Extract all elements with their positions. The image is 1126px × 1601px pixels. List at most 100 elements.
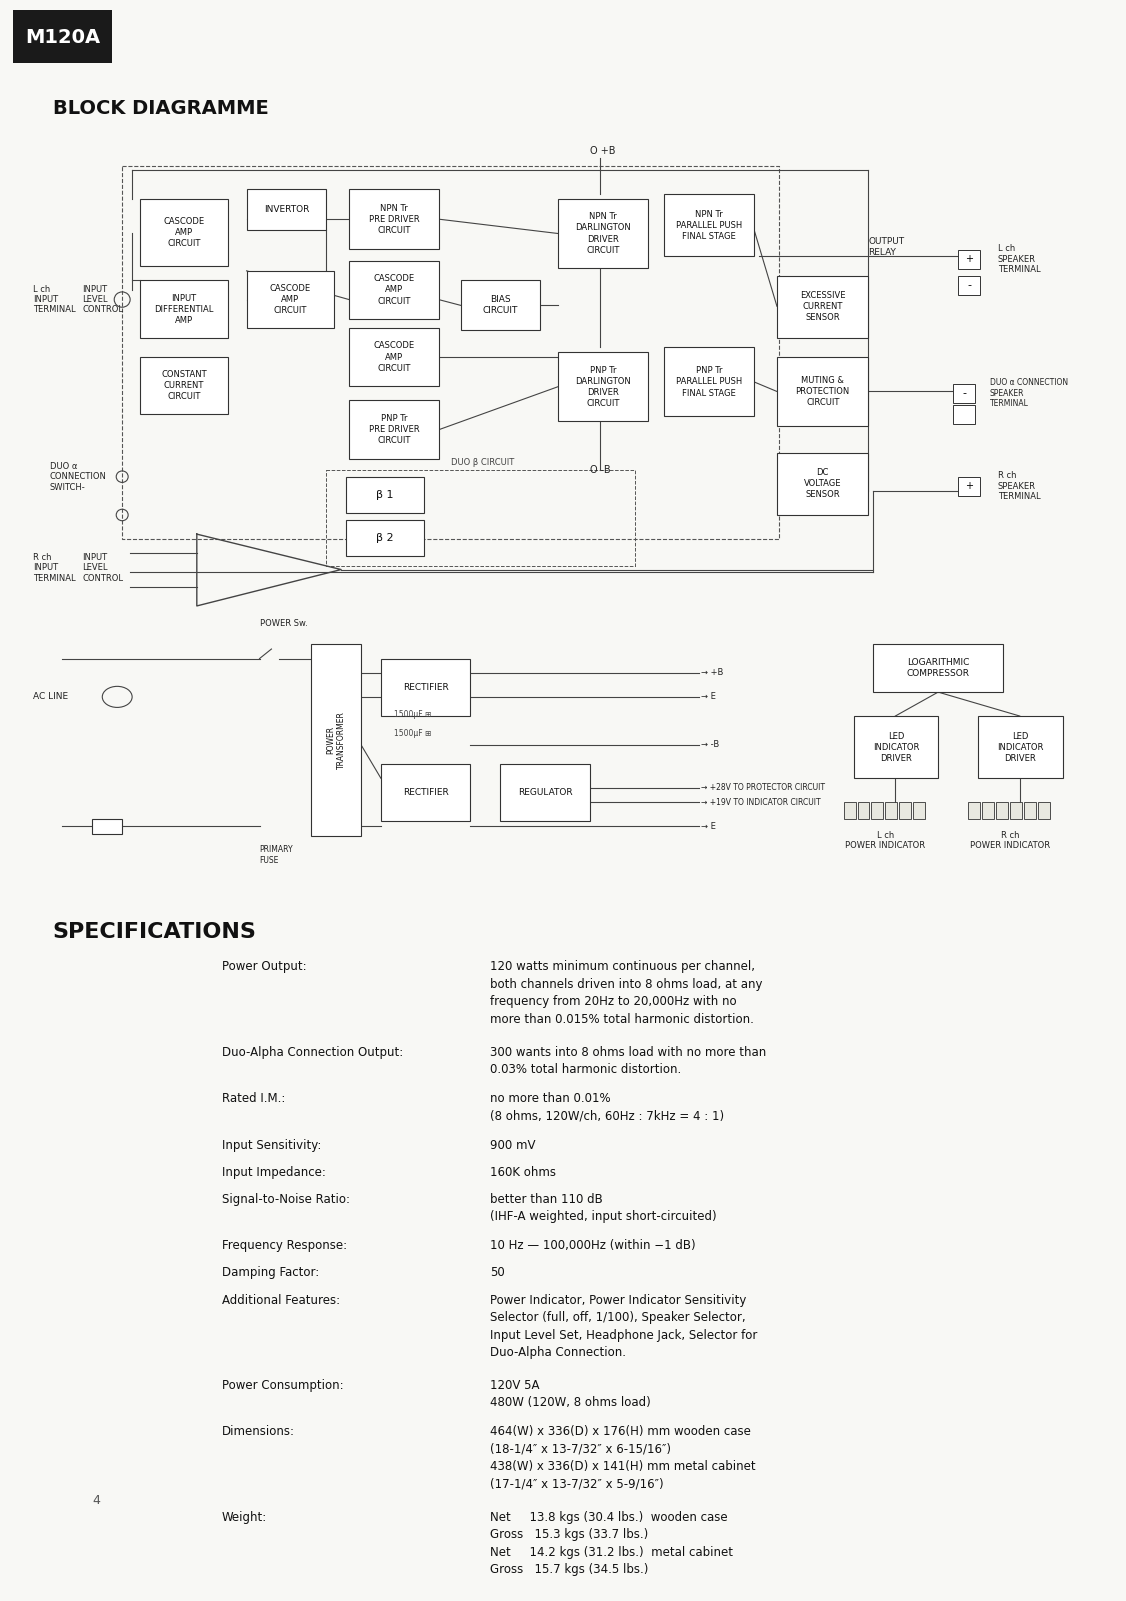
Text: Input Sensitivity:: Input Sensitivity: [222,1138,321,1151]
Text: R ch
POWER INDICATOR: R ch POWER INDICATOR [969,831,1049,850]
Text: MUTING &
PROTECTION
CIRCUIT: MUTING & PROTECTION CIRCUIT [796,376,850,407]
Bar [92,820,123,834]
Bar [12,11,113,62]
Text: POWER Sw.: POWER Sw. [259,620,307,628]
Text: R ch
INPUT
TERMINAL: R ch INPUT TERMINAL [33,552,75,583]
Bar [777,453,868,516]
Text: R ch
SPEAKER
TERMINAL: R ch SPEAKER TERMINAL [998,471,1040,501]
Text: Duo-Alpha Connection Output:: Duo-Alpha Connection Output: [222,1045,403,1058]
Text: no more than 0.01%
(8 ohms, 120W/ch, 60Hz : 7kHz = 4 : 1): no more than 0.01% (8 ohms, 120W/ch, 60H… [490,1092,724,1122]
Bar [349,328,439,386]
Text: O -B: O -B [590,464,610,475]
Text: INPUT
LEVEL
CONTROL: INPUT LEVEL CONTROL [82,552,124,583]
Bar [1038,802,1049,820]
Bar [1024,802,1036,820]
Bar [140,280,227,338]
Text: PNP Tr
DARLINGTON
DRIVER
CIRCUIT: PNP Tr DARLINGTON DRIVER CIRCUIT [575,365,631,408]
Text: → +B: → +B [701,669,724,677]
Text: Power Consumption:: Power Consumption: [222,1378,343,1391]
Bar [968,802,980,820]
Text: PNP Tr
PRE DRIVER
CIRCUIT: PNP Tr PRE DRIVER CIRCUIT [368,415,419,445]
Bar [958,250,980,269]
Text: CONSTANT
CURRENT
CIRCUIT: CONSTANT CURRENT CIRCUIT [161,370,207,402]
Text: RECTIFIER: RECTIFIER [403,788,448,797]
Text: → E: → E [701,692,716,701]
Text: 1500μF ⊞: 1500μF ⊞ [394,709,431,719]
Text: Damping Factor:: Damping Factor: [222,1266,319,1279]
Text: β 1: β 1 [376,490,394,500]
Text: CASCODE
AMP
CIRCUIT: CASCODE AMP CIRCUIT [163,218,205,248]
Text: 300 wants into 8 ohms load with no more than
0.03% total harmonic distortion.: 300 wants into 8 ohms load with no more … [490,1045,767,1076]
Bar [346,520,423,556]
Bar [381,764,471,821]
Bar [247,271,334,328]
Bar [140,199,227,266]
Text: BLOCK DIAGRAMME: BLOCK DIAGRAMME [53,99,268,117]
Text: DC
VOLTAGE
SENSOR: DC VOLTAGE SENSOR [804,467,841,500]
Text: better than 110 dB
(IHF-A weighted, input short-circuited): better than 110 dB (IHF-A weighted, inpu… [490,1193,717,1223]
Text: LED
INDICATOR
DRIVER: LED INDICATOR DRIVER [873,732,919,762]
Text: LED
INDICATOR
DRIVER: LED INDICATOR DRIVER [997,732,1044,762]
Text: CASCODE
AMP
CIRCUIT: CASCODE AMP CIRCUIT [374,274,414,306]
Text: +: + [965,255,973,264]
Text: -: - [962,389,966,399]
Text: LOGARITHMIC
COMPRESSOR: LOGARITHMIC COMPRESSOR [906,658,969,679]
Text: RECTIFIER: RECTIFIER [403,682,448,692]
Bar [885,802,897,820]
Bar [500,764,590,821]
Bar [461,280,540,330]
Text: 4: 4 [92,1494,100,1507]
Text: BIAS
CIRCUIT: BIAS CIRCUIT [483,295,518,315]
Text: Power Indicator, Power Indicator Sensitivity
Selector (full, off, 1/100), Speake: Power Indicator, Power Indicator Sensiti… [490,1294,758,1359]
Text: M120A: M120A [25,27,100,46]
Bar [140,357,227,415]
Text: INVERTOR: INVERTOR [263,205,309,215]
Text: 120 watts minimum continuous per channel,
both channels driven into 8 ohms load,: 120 watts minimum continuous per channel… [490,961,762,1026]
Bar [953,384,975,403]
Bar [346,477,423,512]
Bar [872,802,884,820]
Text: 10 Hz — 100,000Hz (within −1 dB): 10 Hz — 100,000Hz (within −1 dB) [490,1239,696,1252]
Bar [381,658,471,716]
Text: Input Impedance:: Input Impedance: [222,1166,325,1178]
Text: 464(W) x 336(D) x 176(H) mm wooden case
(18-1/4″ x 13-7/32″ x 6-15/16″)
438(W) x: 464(W) x 336(D) x 176(H) mm wooden case … [490,1425,756,1491]
Bar [349,400,439,459]
Bar [854,716,938,778]
Text: +: + [965,482,973,492]
Text: DUO β CIRCUIT: DUO β CIRCUIT [450,458,513,467]
Text: 160K ohms: 160K ohms [490,1166,556,1178]
Bar [1010,802,1021,820]
Bar [958,477,980,496]
Text: NPN Tr
DARLINGTON
DRIVER
CIRCUIT: NPN Tr DARLINGTON DRIVER CIRCUIT [575,213,631,255]
Text: β 2: β 2 [376,533,394,543]
Text: DUO α CONNECTION
SPEAKER
TERMINAL: DUO α CONNECTION SPEAKER TERMINAL [990,378,1067,408]
Bar [664,194,754,256]
Text: INPUT
LEVEL
CONTROL: INPUT LEVEL CONTROL [82,285,124,314]
Text: CASCODE
AMP
CIRCUIT: CASCODE AMP CIRCUIT [374,341,414,373]
Bar [558,352,647,421]
Text: POWER
TRANSFORMER: POWER TRANSFORMER [327,711,346,768]
Text: OUTPUT
RELAY: OUTPUT RELAY [868,237,904,256]
Bar [777,275,868,338]
Text: INPUT
DIFFERENTIAL
AMP: INPUT DIFFERENTIAL AMP [154,293,214,325]
Text: → E: → E [701,821,716,831]
Bar [311,644,361,836]
Text: REGULATOR: REGULATOR [518,788,572,797]
Text: PNP Tr
PARALLEL PUSH
FINAL STAGE: PNP Tr PARALLEL PUSH FINAL STAGE [676,367,742,397]
Text: DUO α
CONNECTION
SWITCH-: DUO α CONNECTION SWITCH- [50,461,107,492]
Text: NPN Tr
PRE DRIVER
CIRCUIT: NPN Tr PRE DRIVER CIRCUIT [368,203,419,235]
Text: Power Output:: Power Output: [222,961,306,973]
Text: → +19V TO INDICATOR CIRCUIT: → +19V TO INDICATOR CIRCUIT [701,797,821,807]
Text: Signal-to-Noise Ratio:: Signal-to-Noise Ratio: [222,1193,350,1206]
Bar [123,165,779,540]
Bar [664,347,754,416]
Text: Rated I.M.:: Rated I.M.: [222,1092,285,1105]
Bar [349,261,439,319]
Bar [858,802,869,820]
Bar [777,357,868,426]
Text: O +B: O +B [590,146,616,157]
Bar [978,716,1063,778]
Text: NPN Tr
PARALLEL PUSH
FINAL STAGE: NPN Tr PARALLEL PUSH FINAL STAGE [676,210,742,242]
Bar [958,275,980,295]
Bar [843,802,856,820]
